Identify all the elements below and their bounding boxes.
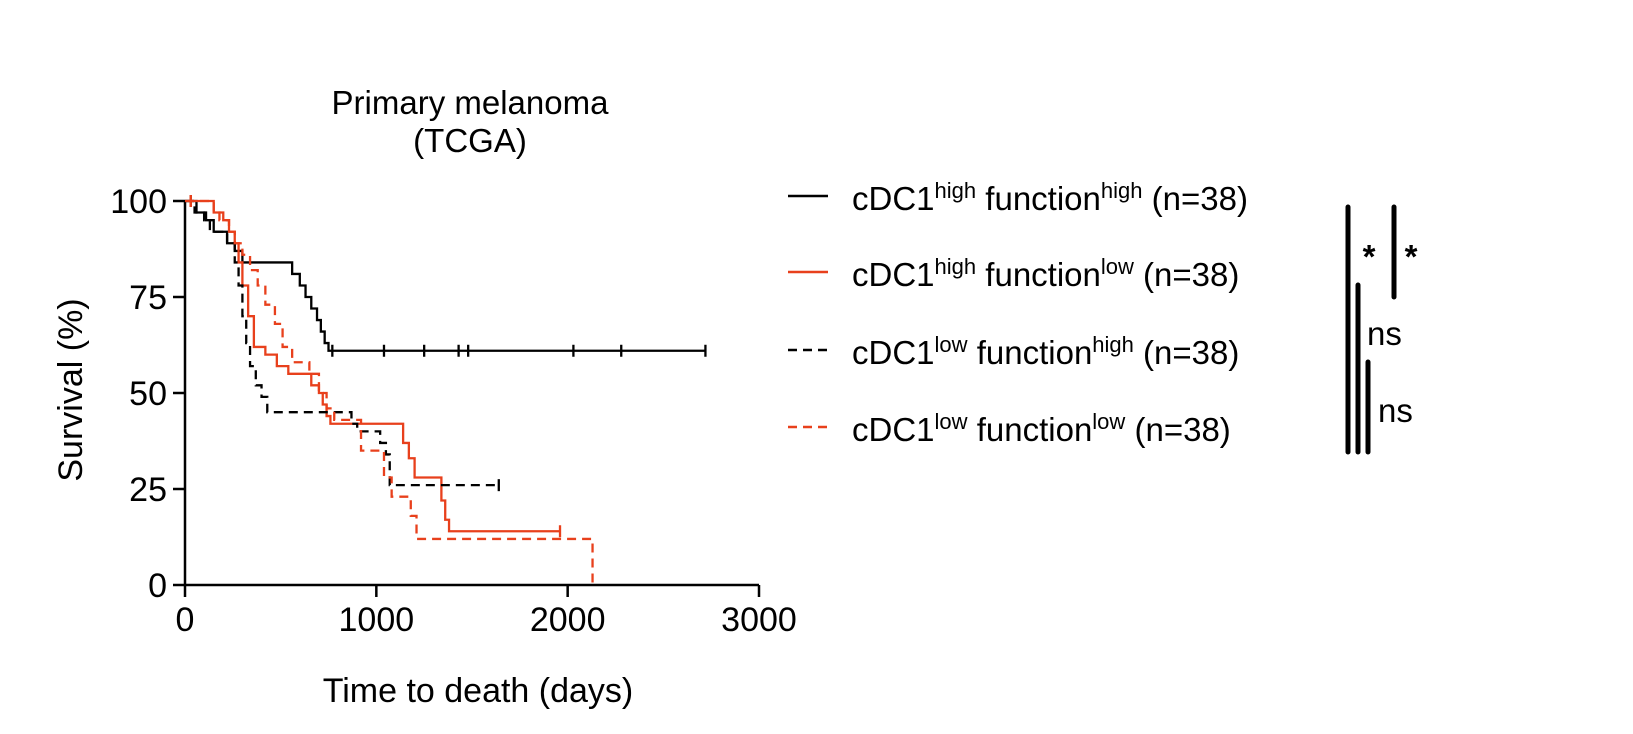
legend-label: cDC1low functionlow (n=38) [852,409,1231,448]
chart-title: Primary melanoma [332,84,610,121]
series-1 [185,195,707,357]
significance-label: ns [1367,315,1402,352]
y-tick-label: 100 [110,183,167,221]
legend-item: cDC1high functionlow (n=38) [788,254,1239,293]
y-tick-label: 25 [129,471,167,509]
significance-label: * [1363,238,1376,275]
y-tick-label: 0 [148,567,167,605]
significance-label: * [1405,238,1418,275]
series-4 [185,195,594,585]
legend-item: cDC1low functionlow (n=38) [788,409,1231,448]
significance-label: ns [1378,392,1413,429]
legend: cDC1high functionhigh (n=38) cDC1high fun… [788,178,1248,448]
y-axis-title: Survival (%) [52,298,90,481]
x-tick-label: 1000 [339,601,415,639]
chart-subtitle: (TCGA) [413,122,527,159]
y-tick-label: 50 [129,375,167,413]
x-axis-title: Time to death (days) [323,672,634,710]
y-tick-label: 75 [129,279,167,317]
x-tick-label: 0 [176,601,195,639]
series-1-line [185,199,706,352]
x-tick-label: 3000 [721,601,797,639]
legend-item: cDC1low functionhigh (n=38) [788,332,1239,371]
series-3-line [185,199,499,487]
legend-item: cDC1high functionhigh (n=38) [788,178,1248,217]
legend-label: cDC1high functionhigh (n=38) [852,178,1248,217]
series-3 [185,199,500,492]
legend-label: cDC1high functionlow (n=38) [852,254,1239,293]
legend-label: cDC1low functionhigh (n=38) [852,332,1239,371]
significance-brackets: * * ns ns [1345,204,1418,455]
series-4-line [185,199,594,585]
axes: 0 1000 2000 3000 0 25 50 75 100 [110,183,797,639]
x-tick-label: 2000 [530,601,606,639]
series-layer [185,195,707,585]
series-2 [185,195,562,538]
